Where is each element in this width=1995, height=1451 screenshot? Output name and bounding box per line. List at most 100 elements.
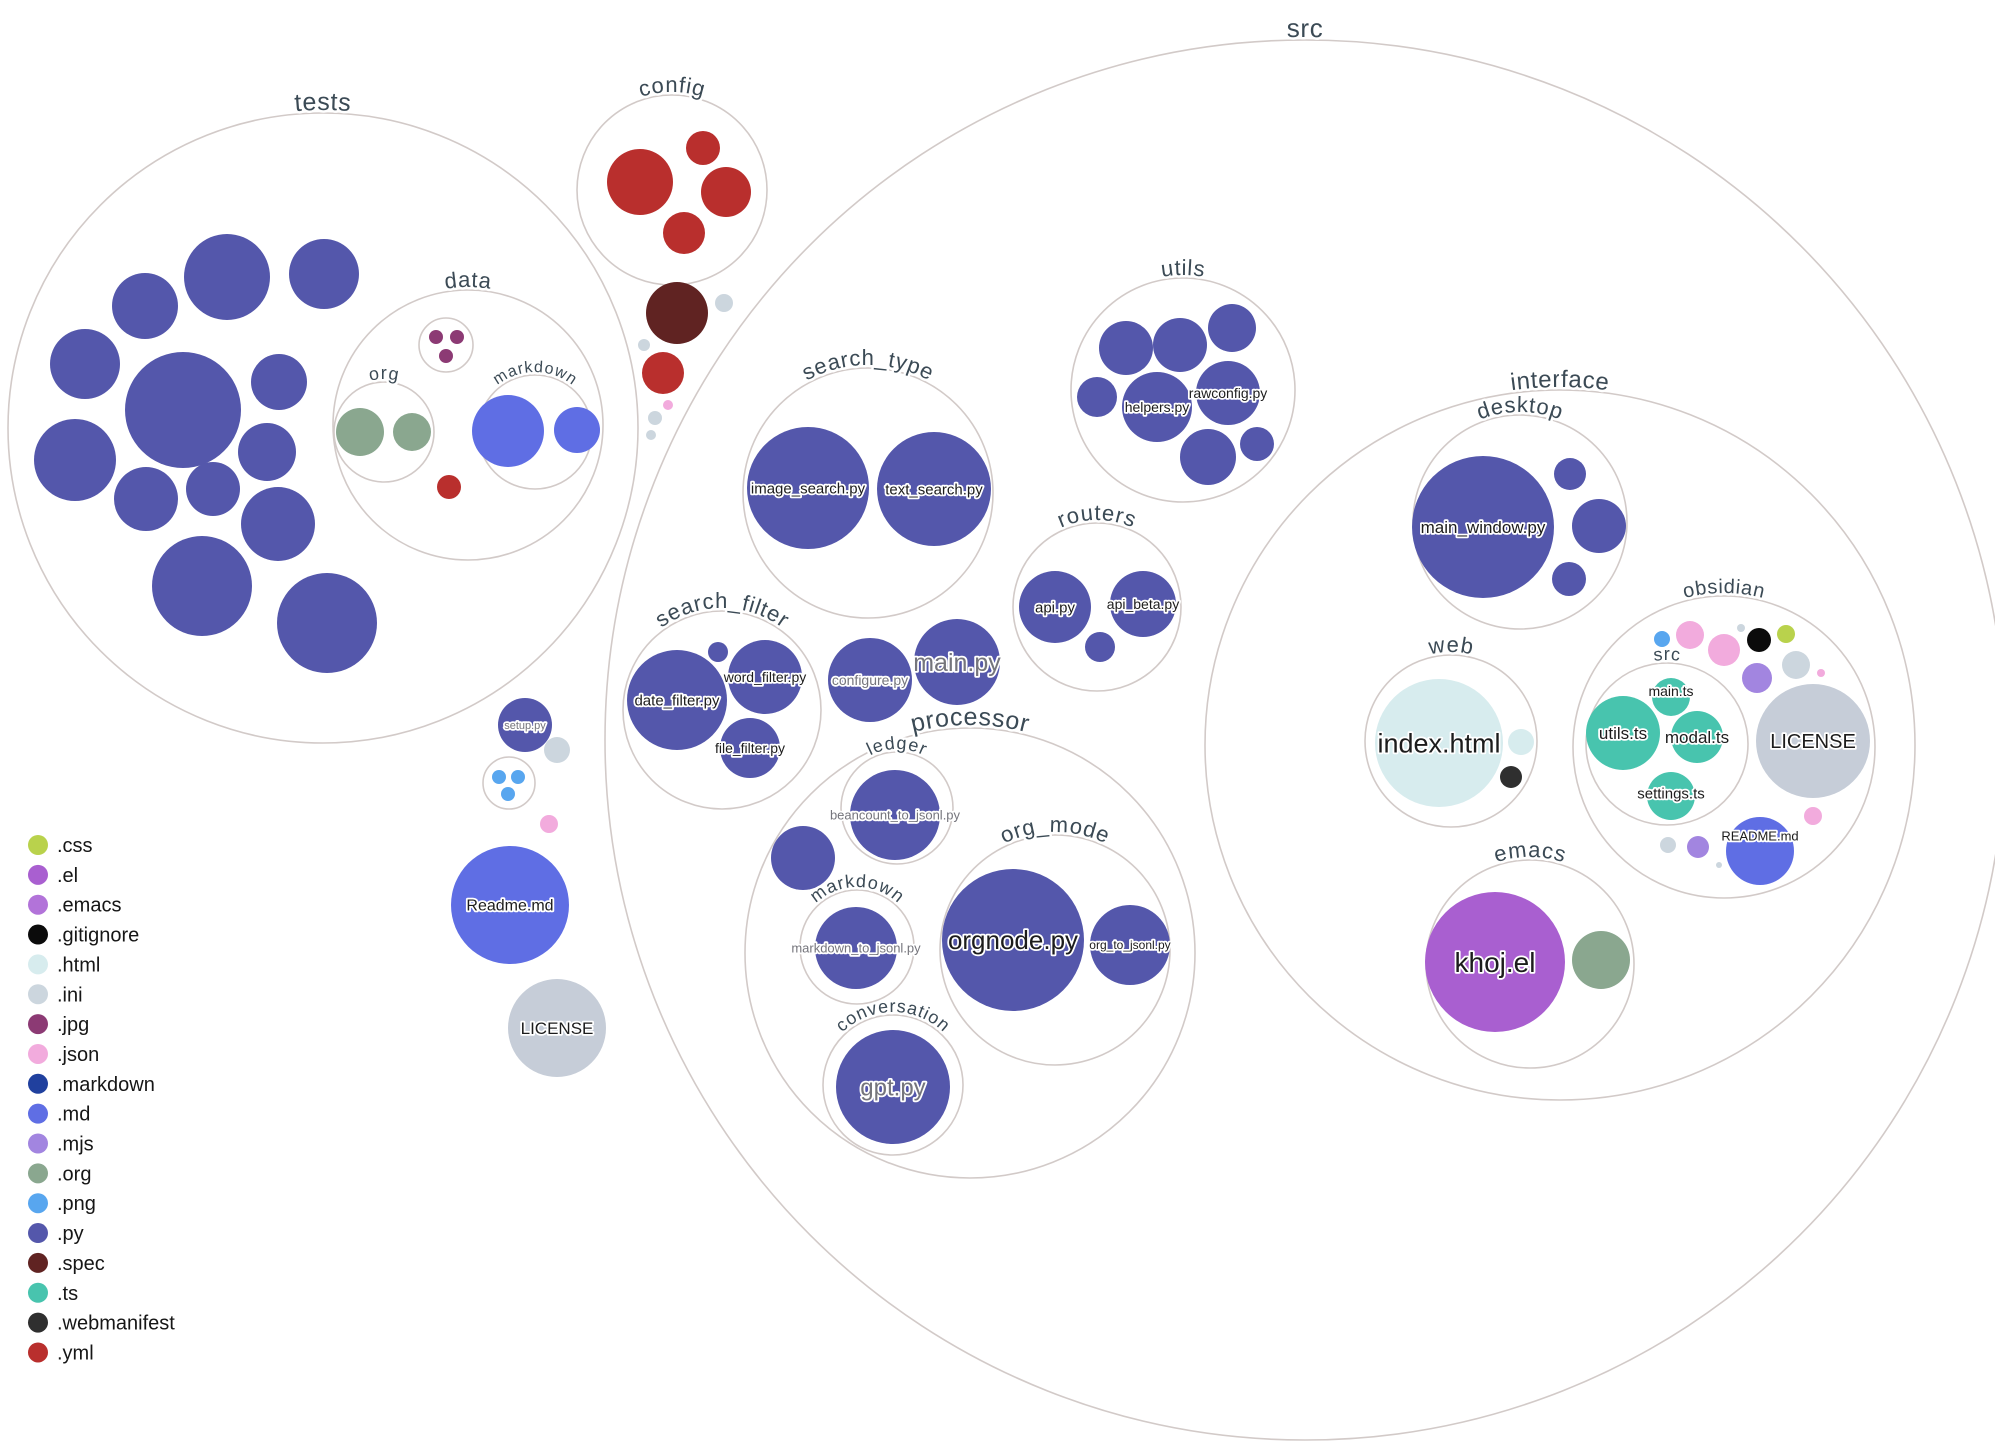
file-yml-43[interactable] <box>437 475 461 499</box>
dir-processor-circle[interactable] <box>744 727 1196 1179</box>
file-py-65[interactable] <box>1099 321 1153 375</box>
dir-ledger-circle[interactable] <box>840 751 954 865</box>
file-py-31[interactable] <box>186 462 240 516</box>
file-py-66[interactable] <box>1153 318 1207 372</box>
dir-src-circle[interactable] <box>1585 662 1749 826</box>
dir-folder-22-circle[interactable] <box>482 756 536 810</box>
file-py-29[interactable] <box>34 419 116 501</box>
file-py-26[interactable] <box>50 329 120 399</box>
file-py-90[interactable] <box>1572 499 1626 553</box>
file-py-68[interactable] <box>1077 377 1117 417</box>
file-khoj-el[interactable] <box>1425 892 1565 1032</box>
file-py-24[interactable] <box>184 234 270 320</box>
file-py-75[interactable] <box>1085 632 1115 662</box>
dir-utils-circle[interactable] <box>1070 277 1296 503</box>
file-png-59[interactable] <box>501 787 515 801</box>
dir-interface-circle[interactable] <box>1204 389 1916 1101</box>
file-json-108[interactable] <box>1804 807 1822 825</box>
file-ini-54[interactable] <box>646 430 656 440</box>
file-py-89[interactable] <box>1554 458 1586 490</box>
file-py-67[interactable] <box>1208 304 1256 352</box>
file-css-102[interactable] <box>1777 625 1795 643</box>
file-py-33[interactable] <box>241 487 315 561</box>
file-ini-53[interactable] <box>648 411 662 425</box>
file-ini-111[interactable] <box>1716 862 1722 868</box>
dir-folder-7-circle[interactable] <box>418 317 474 373</box>
file-gitignore-101[interactable] <box>1747 628 1771 652</box>
file-json-104[interactable] <box>1817 669 1825 677</box>
file-json-60[interactable] <box>540 815 558 833</box>
dir-data-circle[interactable] <box>332 289 604 561</box>
file-license[interactable] <box>508 979 606 1077</box>
dir-routers-circle[interactable] <box>1012 522 1182 692</box>
file-ini-100[interactable] <box>1737 624 1745 632</box>
file-ini-103[interactable] <box>1782 651 1810 679</box>
dir-org-circle[interactable] <box>333 381 435 483</box>
file-main-ts[interactable] <box>1652 678 1690 716</box>
file-readme-md[interactable] <box>1726 817 1794 885</box>
file-api-beta-py[interactable] <box>1110 571 1176 637</box>
file-date-filter-py[interactable] <box>627 650 727 750</box>
file-json-99[interactable] <box>1708 634 1740 666</box>
file-gpt-py[interactable] <box>836 1030 950 1144</box>
file-api-py[interactable] <box>1019 571 1091 643</box>
file-orgnode-py[interactable] <box>942 869 1084 1011</box>
file-yml-45[interactable] <box>686 131 720 165</box>
file-jpg-37[interactable] <box>450 330 464 344</box>
file-word-filter-py[interactable] <box>728 640 802 714</box>
file-py-25[interactable] <box>289 239 359 309</box>
file-helpers-py[interactable] <box>1122 372 1192 442</box>
file-py-79[interactable] <box>708 642 728 662</box>
file-py-28[interactable] <box>251 354 307 410</box>
file-org-39[interactable] <box>336 408 384 456</box>
dir-obsidian-circle[interactable] <box>1572 595 1876 899</box>
file-webmanifest-94[interactable] <box>1500 766 1522 788</box>
file-yml-46[interactable] <box>701 167 751 217</box>
file-py-27[interactable] <box>125 352 241 468</box>
file-py-91[interactable] <box>1552 562 1586 596</box>
file-py-30[interactable] <box>114 467 178 531</box>
file-beancount-to-jsonl-py[interactable] <box>850 770 940 860</box>
file-md-41[interactable] <box>472 395 544 467</box>
file-spec-48[interactable] <box>646 282 708 344</box>
file-main-window-py[interactable] <box>1412 456 1554 598</box>
file-png-58[interactable] <box>511 770 525 784</box>
dir-search-type-circle[interactable] <box>742 367 994 619</box>
file-yml-47[interactable] <box>663 212 705 254</box>
file-modal-ts[interactable] <box>1671 711 1723 763</box>
file-settings-ts[interactable] <box>1647 772 1695 820</box>
file-png-97[interactable] <box>1654 631 1670 647</box>
file-ini-49[interactable] <box>715 294 733 312</box>
file-md-42[interactable] <box>554 407 600 453</box>
file-py-35[interactable] <box>277 573 377 673</box>
dir-org-mode-circle[interactable] <box>939 834 1171 1066</box>
file-py-72[interactable] <box>1240 427 1274 461</box>
file-index-html[interactable] <box>1375 679 1503 807</box>
dir-markdown-circle[interactable] <box>799 889 915 1005</box>
file-image-search-py[interactable] <box>747 427 869 549</box>
dir-web-circle[interactable] <box>1364 654 1538 828</box>
file-py-82[interactable] <box>771 826 835 890</box>
file-org-96[interactable] <box>1572 931 1630 989</box>
file-ini-109[interactable] <box>1660 837 1676 853</box>
file-file-filter-py[interactable] <box>720 718 780 778</box>
file-py-34[interactable] <box>152 536 252 636</box>
file-org-40[interactable] <box>393 413 431 451</box>
file-py-23[interactable] <box>112 273 178 339</box>
file-org-to-jsonl-py[interactable] <box>1090 905 1170 985</box>
file-text-search-py[interactable] <box>877 432 991 546</box>
file-png-57[interactable] <box>492 770 506 784</box>
file-yml-44[interactable] <box>607 149 673 215</box>
dir-src-circle[interactable] <box>604 39 1995 1441</box>
file-mjs-105[interactable] <box>1742 663 1772 693</box>
file-utils-ts[interactable] <box>1586 696 1660 770</box>
file-markdown-to-jsonl-py[interactable] <box>815 907 897 989</box>
dir-search-filter-circle[interactable] <box>622 610 822 810</box>
dir-conversation-circle[interactable] <box>822 1014 964 1156</box>
file-jpg-38[interactable] <box>439 349 453 363</box>
file-mjs-110[interactable] <box>1687 836 1709 858</box>
file-json-52[interactable] <box>663 400 673 410</box>
file-license[interactable] <box>1756 684 1870 798</box>
file-yml-51[interactable] <box>642 352 684 394</box>
file-py-71[interactable] <box>1180 429 1236 485</box>
